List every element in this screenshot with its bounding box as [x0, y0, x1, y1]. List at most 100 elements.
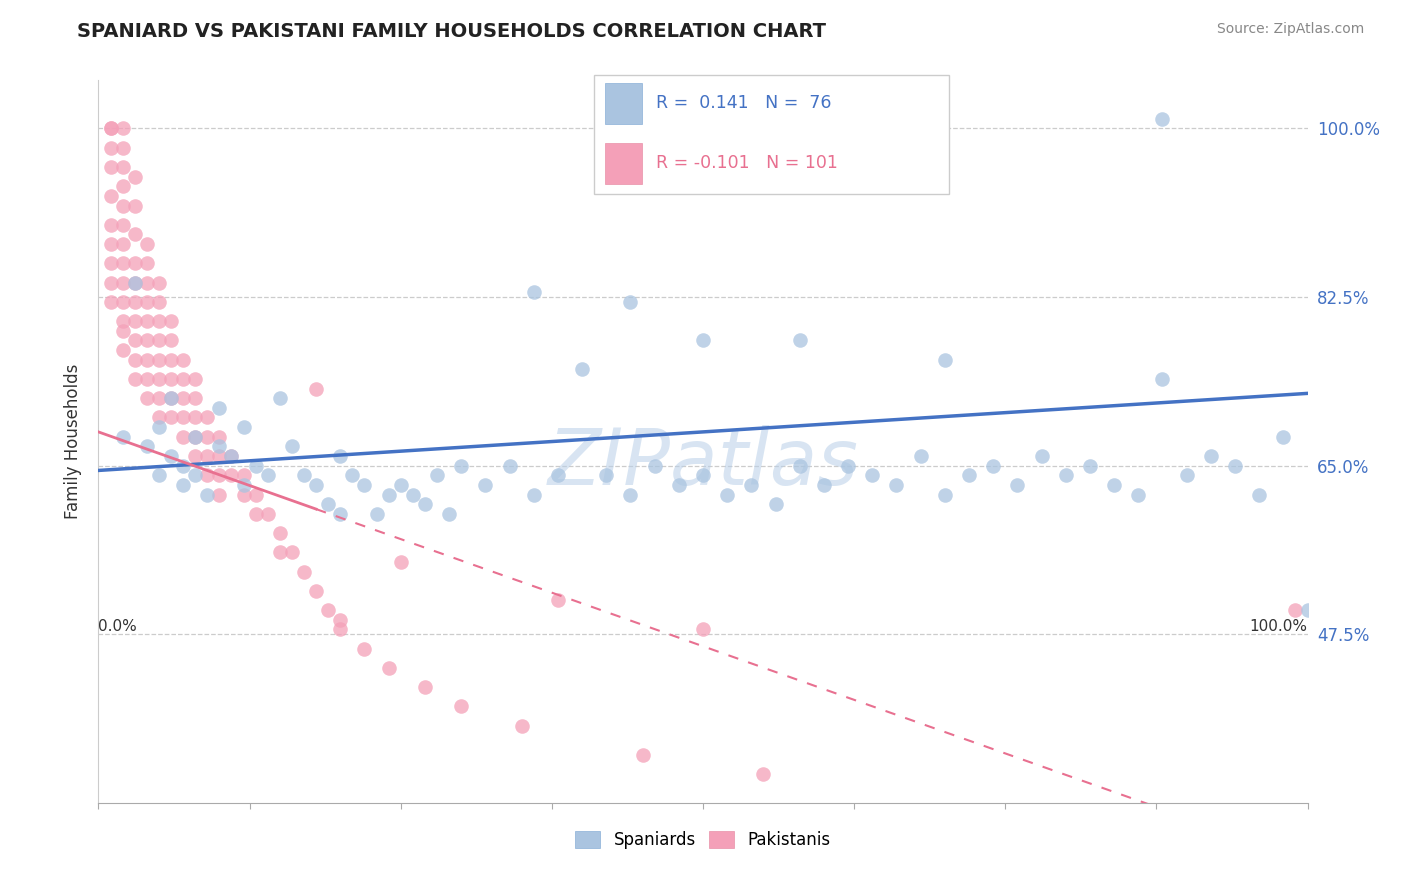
Point — [1078, 458, 1101, 473]
Point — [100, 141, 122, 155]
Point — [160, 334, 183, 348]
Point — [981, 458, 1004, 473]
Point — [124, 198, 146, 212]
Point — [740, 478, 762, 492]
Text: R =  0.141   N =  76: R = 0.141 N = 76 — [657, 95, 832, 112]
Point — [148, 372, 170, 386]
Point — [232, 468, 254, 483]
Point — [547, 468, 569, 483]
Point — [100, 276, 122, 290]
Point — [256, 507, 278, 521]
Bar — [605, 143, 641, 184]
Point — [195, 468, 218, 483]
Point — [160, 352, 183, 367]
Point — [221, 449, 243, 463]
Point — [160, 391, 183, 405]
Point — [329, 613, 352, 627]
Point — [389, 478, 412, 492]
Point — [886, 478, 908, 492]
Point — [329, 449, 352, 463]
Point — [148, 314, 170, 328]
Point — [1152, 112, 1174, 126]
Point — [148, 334, 170, 348]
Point — [195, 487, 218, 501]
Point — [135, 352, 157, 367]
Point — [111, 141, 134, 155]
Point — [910, 449, 932, 463]
Point — [111, 314, 134, 328]
Point — [1102, 478, 1125, 492]
Point — [413, 680, 436, 694]
Point — [195, 410, 218, 425]
Point — [413, 497, 436, 511]
Point — [232, 478, 254, 492]
Bar — [605, 83, 641, 124]
Point — [402, 487, 425, 501]
Point — [124, 169, 146, 184]
Point — [100, 121, 122, 136]
Point — [269, 526, 291, 541]
Point — [510, 719, 533, 733]
Point — [111, 256, 134, 270]
Point — [498, 458, 520, 473]
Point — [135, 314, 157, 328]
Point — [668, 478, 690, 492]
Point — [245, 487, 267, 501]
Point — [100, 294, 122, 309]
Point — [148, 410, 170, 425]
Text: R = -0.101   N = 101: R = -0.101 N = 101 — [657, 154, 838, 172]
Point — [1031, 449, 1053, 463]
Point — [765, 497, 787, 511]
Point — [631, 747, 654, 762]
Point — [148, 352, 170, 367]
Point — [124, 256, 146, 270]
Point — [184, 391, 207, 405]
Point — [135, 391, 157, 405]
Point — [619, 294, 641, 309]
Point — [692, 623, 714, 637]
Point — [245, 507, 267, 521]
Point — [135, 237, 157, 252]
Point — [329, 623, 352, 637]
Point — [172, 478, 194, 492]
Point — [1054, 468, 1077, 483]
Point — [547, 593, 569, 607]
Point — [111, 294, 134, 309]
Point — [124, 276, 146, 290]
Point — [292, 468, 315, 483]
Point — [111, 324, 134, 338]
Point — [305, 478, 328, 492]
Point — [523, 285, 546, 300]
Point — [172, 458, 194, 473]
Text: 0.0%: 0.0% — [98, 618, 138, 633]
Point — [789, 458, 811, 473]
Point — [124, 276, 146, 290]
Point — [100, 121, 122, 136]
Point — [172, 430, 194, 444]
Point — [305, 382, 328, 396]
Point — [111, 276, 134, 290]
Point — [644, 458, 666, 473]
Point — [208, 439, 231, 453]
Point — [172, 352, 194, 367]
Point — [111, 198, 134, 212]
Point — [377, 661, 399, 675]
Point — [245, 458, 267, 473]
Point — [474, 478, 496, 492]
Point — [256, 468, 278, 483]
Point — [195, 430, 218, 444]
Point — [752, 767, 775, 781]
Point — [111, 160, 134, 174]
Point — [595, 468, 617, 483]
Point — [316, 497, 339, 511]
Point — [184, 372, 207, 386]
Point — [934, 352, 956, 367]
Point — [353, 478, 375, 492]
Point — [316, 603, 339, 617]
Point — [160, 449, 183, 463]
Point — [523, 487, 546, 501]
Point — [292, 565, 315, 579]
Point — [148, 468, 170, 483]
Point — [208, 449, 231, 463]
Point — [789, 334, 811, 348]
